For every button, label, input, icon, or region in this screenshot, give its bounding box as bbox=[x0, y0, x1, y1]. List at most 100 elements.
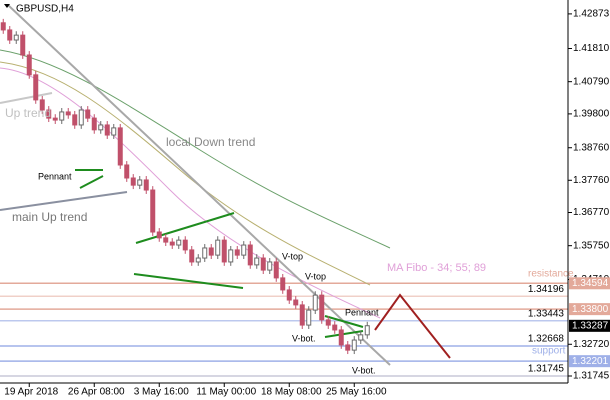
candle-body bbox=[72, 114, 78, 126]
candle-body bbox=[26, 54, 32, 76]
chart-title: GBPUSD,H4 bbox=[16, 4, 74, 15]
candle-body bbox=[117, 127, 123, 166]
candle-body bbox=[52, 117, 58, 121]
candle-body bbox=[215, 239, 221, 256]
up-trend-line bbox=[0, 92, 53, 104]
candle-body bbox=[104, 124, 110, 136]
ma-55 bbox=[0, 61, 371, 286]
candle-body bbox=[202, 247, 208, 259]
candle-body bbox=[111, 127, 117, 136]
triangle-line bbox=[133, 273, 244, 289]
annotation: V-bot. bbox=[292, 333, 316, 343]
candle-body bbox=[247, 244, 253, 266]
annotation: Up trend bbox=[5, 106, 51, 120]
annotation: Pennant bbox=[38, 171, 72, 181]
price-level-label: 1.34594 bbox=[572, 278, 609, 289]
candle-body bbox=[39, 99, 45, 111]
annotation: resistance bbox=[528, 269, 574, 280]
candle-body bbox=[124, 164, 130, 179]
candle-body bbox=[351, 339, 357, 351]
candle-body bbox=[364, 325, 370, 336]
levels bbox=[0, 282, 568, 377]
x-tick-label: 19 Apr 2018 bbox=[4, 387, 58, 398]
candle-body bbox=[332, 324, 338, 331]
candle-body bbox=[286, 289, 292, 301]
candle-body bbox=[137, 179, 143, 186]
y-tick-label: 1.38760 bbox=[573, 142, 610, 153]
candle-body bbox=[169, 241, 175, 246]
candle-body bbox=[358, 334, 364, 341]
candle-body bbox=[325, 319, 331, 326]
pennant-line bbox=[324, 315, 364, 328]
candle-body bbox=[78, 109, 84, 126]
y-tick-label: 1.36770 bbox=[573, 207, 610, 218]
price-level-box bbox=[569, 355, 610, 368]
candle-body bbox=[189, 249, 195, 263]
candle-body bbox=[91, 117, 97, 131]
y-tick-label: 1.40790 bbox=[573, 76, 610, 87]
candle-body bbox=[85, 109, 91, 119]
ma-34 bbox=[0, 67, 381, 319]
ma-89 bbox=[0, 49, 391, 249]
annotation: V-top bbox=[305, 271, 326, 281]
candle-body bbox=[267, 261, 273, 271]
symbol-menu-icon[interactable] bbox=[4, 4, 10, 8]
main-up-trend-line bbox=[0, 191, 128, 211]
candle-body bbox=[345, 344, 351, 351]
price-level-label: 1.32201 bbox=[572, 356, 609, 367]
price-level-label: 1.34196 bbox=[528, 284, 565, 295]
forecast-line bbox=[374, 293, 451, 359]
price-level-label: 1.33443 bbox=[528, 308, 565, 319]
price-level-box bbox=[569, 277, 610, 290]
candle-body bbox=[312, 294, 318, 311]
patterns bbox=[75, 169, 364, 338]
annotation: V-top bbox=[282, 251, 303, 261]
candle-body bbox=[7, 29, 13, 41]
x-tick-label: 25 May 16:00 bbox=[326, 387, 387, 398]
candle-body bbox=[65, 111, 71, 116]
candle-body bbox=[156, 231, 162, 239]
candle-body bbox=[306, 309, 312, 326]
current-price-label: 1.33287 bbox=[572, 320, 609, 331]
candle-body bbox=[273, 261, 279, 279]
candle-body bbox=[163, 237, 169, 243]
candle-body bbox=[195, 257, 201, 263]
x-tick-label: 26 Apr 08:00 bbox=[68, 387, 125, 398]
candle-body bbox=[20, 34, 26, 56]
candle-body bbox=[130, 177, 136, 186]
candle-body bbox=[228, 249, 234, 263]
y-tick-label: 1.32720 bbox=[573, 339, 610, 350]
candle-body bbox=[33, 74, 39, 101]
price-level-label: 1.31745 bbox=[528, 364, 565, 375]
pennant-line bbox=[79, 175, 104, 189]
candle-body bbox=[319, 294, 325, 321]
y-tick-label: 1.35750 bbox=[573, 240, 610, 251]
annotation: local Down trend bbox=[166, 135, 255, 149]
x-tick-label: 11 May 00:00 bbox=[196, 387, 256, 398]
candles bbox=[0, 18, 370, 355]
annotation: Pennant bbox=[345, 307, 379, 317]
y-tick-label: 1.37760 bbox=[573, 175, 610, 186]
candle-body bbox=[208, 247, 214, 256]
candle-body bbox=[293, 299, 299, 306]
candle-body bbox=[176, 239, 182, 246]
y-tick-label: 1.41810 bbox=[573, 43, 610, 54]
annotation: support bbox=[532, 346, 566, 357]
y-tick-label: 1.42873 bbox=[573, 9, 610, 20]
price-level-box bbox=[569, 303, 610, 316]
candle-body bbox=[13, 34, 19, 41]
annotation: main Up trend bbox=[12, 210, 87, 224]
x-tick-label: 3 May 16:00 bbox=[134, 387, 189, 398]
candle-body bbox=[0, 22, 6, 31]
candle-body bbox=[234, 249, 240, 256]
x-tick-label: 18 May 08:00 bbox=[261, 387, 322, 398]
price-level-label: 1.32668 bbox=[528, 334, 565, 345]
candle-body bbox=[221, 239, 227, 263]
candle-body bbox=[59, 111, 65, 121]
annotation: V-bot. bbox=[352, 365, 376, 375]
price-level-label: 1.33800 bbox=[572, 304, 609, 315]
candle-body bbox=[98, 124, 104, 131]
